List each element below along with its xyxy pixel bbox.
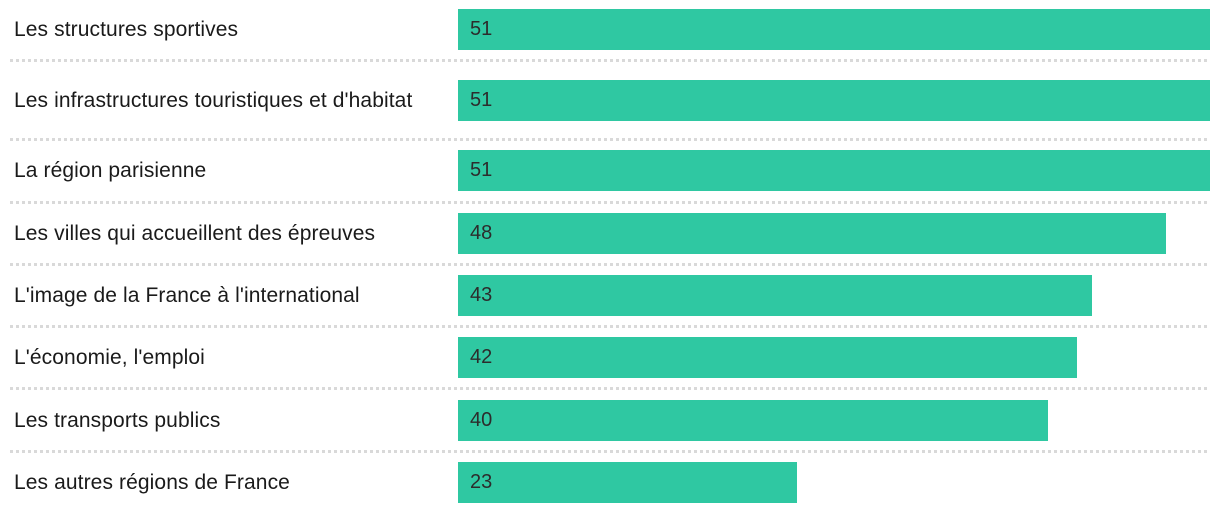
bar-area: 43: [458, 274, 1220, 316]
row-divider: [10, 59, 1210, 63]
bar-area: 42: [458, 337, 1220, 379]
bar-area: 40: [458, 399, 1220, 441]
category-label: Les autres régions de France: [14, 470, 290, 494]
bar: 23: [458, 461, 798, 503]
bar: 43: [458, 274, 1093, 316]
bar: 40: [458, 399, 1048, 441]
bar: 42: [458, 337, 1078, 379]
bar-area: 48: [458, 212, 1220, 254]
row-divider: [10, 325, 1210, 329]
row-divider: [10, 262, 1210, 266]
chart-row: Les autres régions de France 23: [0, 453, 1220, 512]
chart-row: Les villes qui accueillent des épreuves …: [0, 204, 1220, 263]
bar: 51: [458, 9, 1210, 51]
chart-row: Les structures sportives 51: [0, 0, 1220, 59]
row-divider: [10, 387, 1210, 391]
category-label: La région parisienne: [14, 159, 207, 183]
value-label: 40: [470, 408, 493, 431]
bar: 51: [458, 150, 1210, 192]
value-label: 51: [470, 88, 493, 111]
value-label: 48: [470, 221, 493, 244]
category-label: Les structures sportives: [14, 18, 239, 42]
category-label: Les infrastructures touristiques et d'ha…: [14, 88, 413, 112]
row-divider: [10, 200, 1210, 204]
category-label: Les villes qui accueillent des épreuves: [14, 221, 376, 245]
bar-area: 51: [458, 150, 1220, 192]
value-label: 51: [470, 159, 493, 182]
bar-area: 51: [458, 9, 1220, 51]
chart-row: Les infrastructures touristiques et d'ha…: [0, 62, 1220, 138]
chart-row: Les transports publics 40: [0, 390, 1220, 449]
bar: 48: [458, 212, 1166, 254]
chart-row: L'économie, l'emploi 42: [0, 328, 1220, 387]
category-label: Les transports publics: [14, 408, 221, 432]
value-label: 23: [470, 470, 493, 493]
chart-row: La région parisienne 51: [0, 141, 1220, 200]
value-label: 43: [470, 283, 493, 306]
category-label: L'économie, l'emploi: [14, 346, 205, 370]
bar: 51: [458, 79, 1210, 121]
row-divider: [10, 138, 1210, 142]
category-label: L'image de la France à l'international: [14, 283, 360, 307]
bar-area: 23: [458, 461, 1220, 503]
row-divider: [10, 449, 1210, 453]
chart-row: L'image de la France à l'international 4…: [0, 266, 1220, 325]
bar-area: 51: [458, 79, 1220, 121]
value-label: 51: [470, 18, 493, 41]
value-label: 42: [470, 346, 493, 369]
